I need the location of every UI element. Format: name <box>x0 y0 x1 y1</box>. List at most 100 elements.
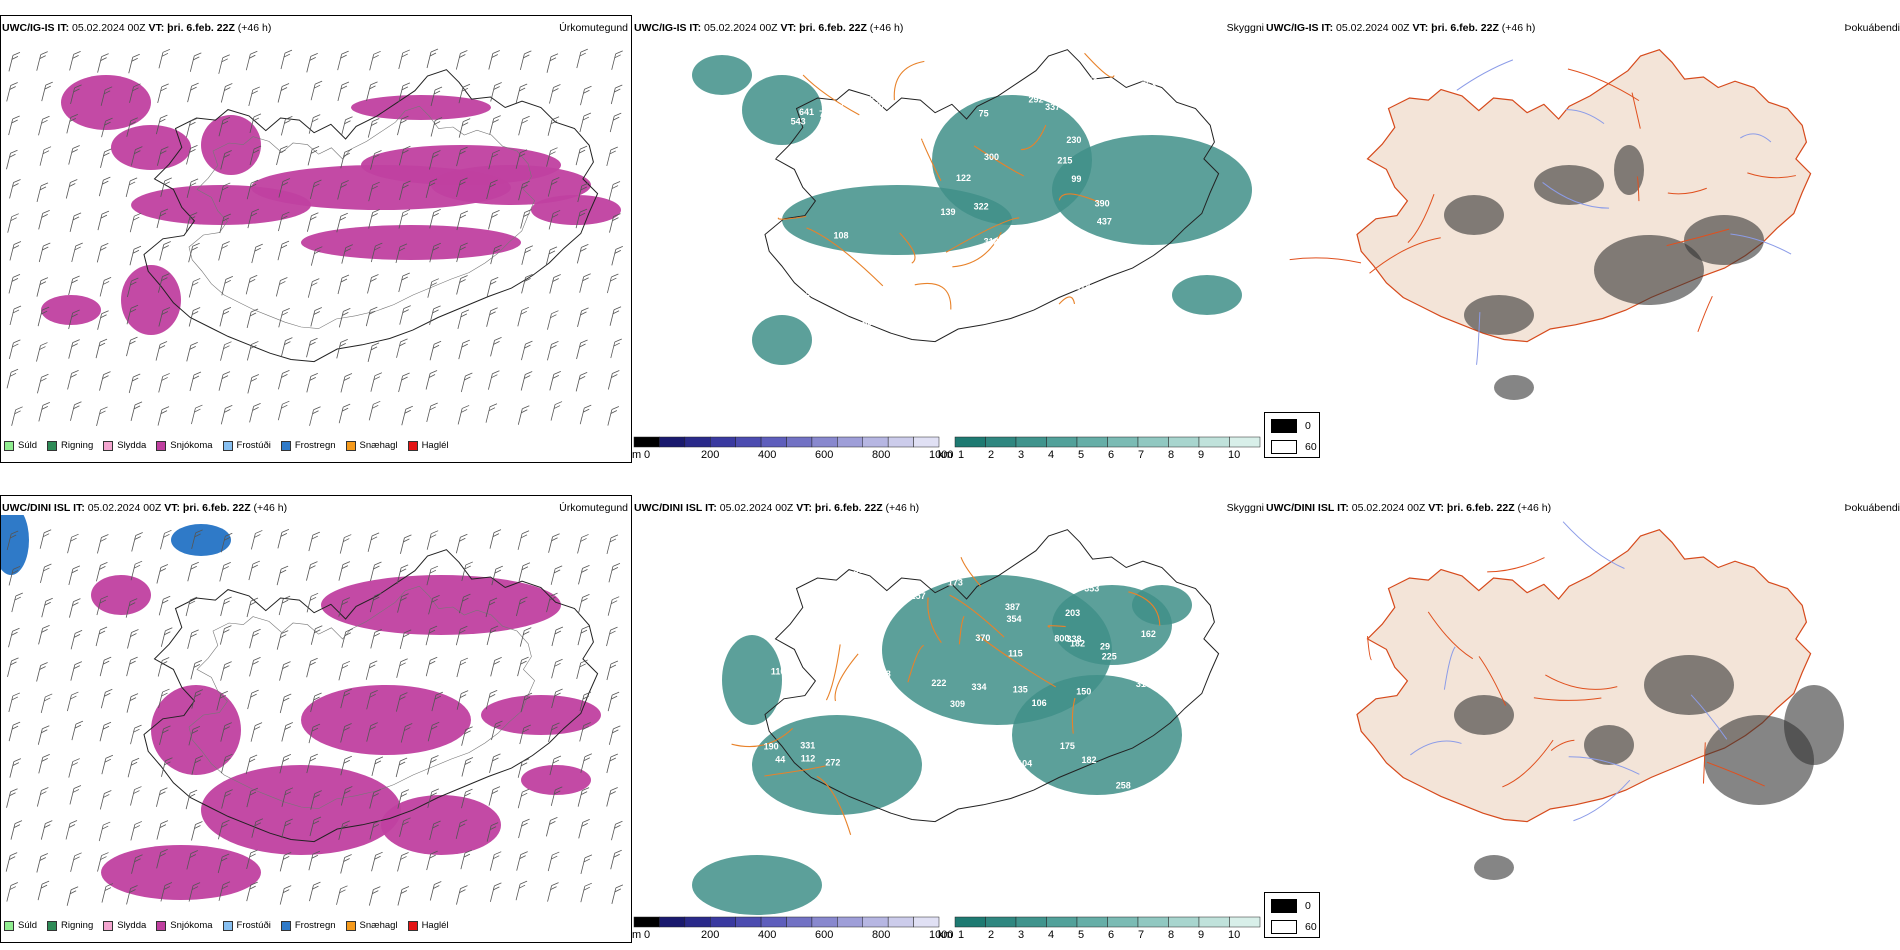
scale-bin <box>837 436 863 448</box>
panel-variable-label: Úrkomutegund <box>559 22 628 34</box>
wind-barb <box>309 816 322 837</box>
wind-barb <box>6 149 18 170</box>
wind-barb <box>279 753 292 774</box>
scale-bin <box>1046 436 1078 448</box>
wind-barb <box>611 50 623 70</box>
visibility-value-label: 370 <box>975 633 990 643</box>
wind-barb <box>340 854 352 874</box>
scale-unit-m: m <box>632 449 642 461</box>
legend-item: Rigning <box>47 440 93 451</box>
wind-barb <box>551 688 563 709</box>
wind-barb <box>278 307 290 328</box>
wind-barb <box>185 596 198 617</box>
wind-barb <box>126 336 138 357</box>
wind-barb <box>397 852 409 872</box>
wind-barb <box>368 886 381 906</box>
low-visibility-area <box>752 315 812 365</box>
wind-barb <box>130 724 142 745</box>
road-line <box>1697 295 1713 332</box>
wind-barb <box>576 244 589 264</box>
wind-barb <box>66 113 78 134</box>
wind-barb <box>370 629 382 649</box>
wind-barb <box>398 49 410 70</box>
iceland-outline <box>764 529 1220 823</box>
scale-bin <box>1046 916 1078 928</box>
wind-barb <box>457 309 470 329</box>
river-line <box>1690 694 1728 740</box>
wind-barb <box>156 849 168 869</box>
visibility-value-label: 334 <box>972 682 987 692</box>
title-vt-value: þri. 6.feb. 22Z <box>167 22 235 34</box>
wind-barb <box>281 787 294 807</box>
visibility-value-label: 437 <box>1097 216 1112 226</box>
wind-barb <box>370 150 382 170</box>
wind-barb <box>249 145 262 166</box>
low-visibility-area <box>752 715 922 815</box>
wind-barb <box>306 561 318 581</box>
scale-bin <box>1076 436 1108 448</box>
scale-bin <box>760 436 787 448</box>
wind-barb <box>160 627 173 647</box>
visibility-value-label: 57 <box>791 262 801 272</box>
wind-barb <box>397 115 409 136</box>
wind-barb <box>37 373 49 394</box>
wind-barb <box>519 50 532 71</box>
wind-barb <box>518 115 530 136</box>
wind-barb <box>71 242 83 263</box>
title-it-value: 05.02.2024 00Z <box>87 502 162 514</box>
visibility-value-label: 312 <box>984 237 999 247</box>
scale-bin <box>1076 916 1108 928</box>
fog-legend-row: 60 <box>1271 920 1317 934</box>
wind-barb <box>39 146 52 166</box>
road-line <box>1058 193 1100 204</box>
wind-barb <box>546 592 558 613</box>
snow-area <box>91 575 151 615</box>
wind-barb <box>306 372 318 393</box>
scale-tick-km: 3 <box>1018 449 1025 461</box>
iceland-outline <box>764 49 1220 343</box>
wind-barb <box>158 307 171 327</box>
wind-barb <box>425 625 438 646</box>
wind-barb <box>8 51 21 72</box>
wind-barb <box>461 788 473 809</box>
wind-barb <box>249 657 261 677</box>
wind-barb <box>306 337 318 358</box>
wind-barb <box>580 882 592 903</box>
wind-barb <box>8 692 21 713</box>
road-line <box>1706 761 1765 787</box>
legend-swatch <box>345 440 356 451</box>
precip-map <box>6 48 623 427</box>
wind-barb <box>159 725 171 745</box>
wind-barb <box>460 372 473 393</box>
wind-barb <box>70 852 82 872</box>
wind-barb <box>40 693 53 714</box>
wind-barb <box>310 307 322 327</box>
wind-barb <box>517 405 530 425</box>
wind-barb <box>606 273 619 294</box>
legend-swatch <box>4 920 14 931</box>
wind-barb <box>158 48 171 69</box>
wind-barb <box>336 212 348 233</box>
visibility-value-label: 338 <box>1067 634 1082 644</box>
road-line <box>958 616 965 645</box>
wind-barb <box>218 819 230 840</box>
visibility-value-label: 233 <box>843 322 858 332</box>
road-line <box>834 653 859 702</box>
wind-barb <box>490 82 502 102</box>
visibility-value-label: 303 <box>1062 578 1077 588</box>
visibility-value-label: 171 <box>924 309 939 319</box>
river-line <box>1476 312 1481 365</box>
visibility-value-label: 226 <box>920 89 935 99</box>
visibility-value-label: 120 <box>808 140 823 150</box>
wind-barb <box>156 208 169 229</box>
wind-barb <box>156 146 169 166</box>
legend-label: Frostregn <box>294 440 336 451</box>
wind-barb <box>160 882 173 902</box>
wind-barb <box>219 562 231 582</box>
wind-barb <box>156 820 169 840</box>
wind-barb <box>308 723 321 744</box>
wind-barb <box>609 306 622 326</box>
wind-barb <box>456 885 468 905</box>
wind-barb <box>369 50 381 71</box>
wind-barb <box>576 339 588 360</box>
